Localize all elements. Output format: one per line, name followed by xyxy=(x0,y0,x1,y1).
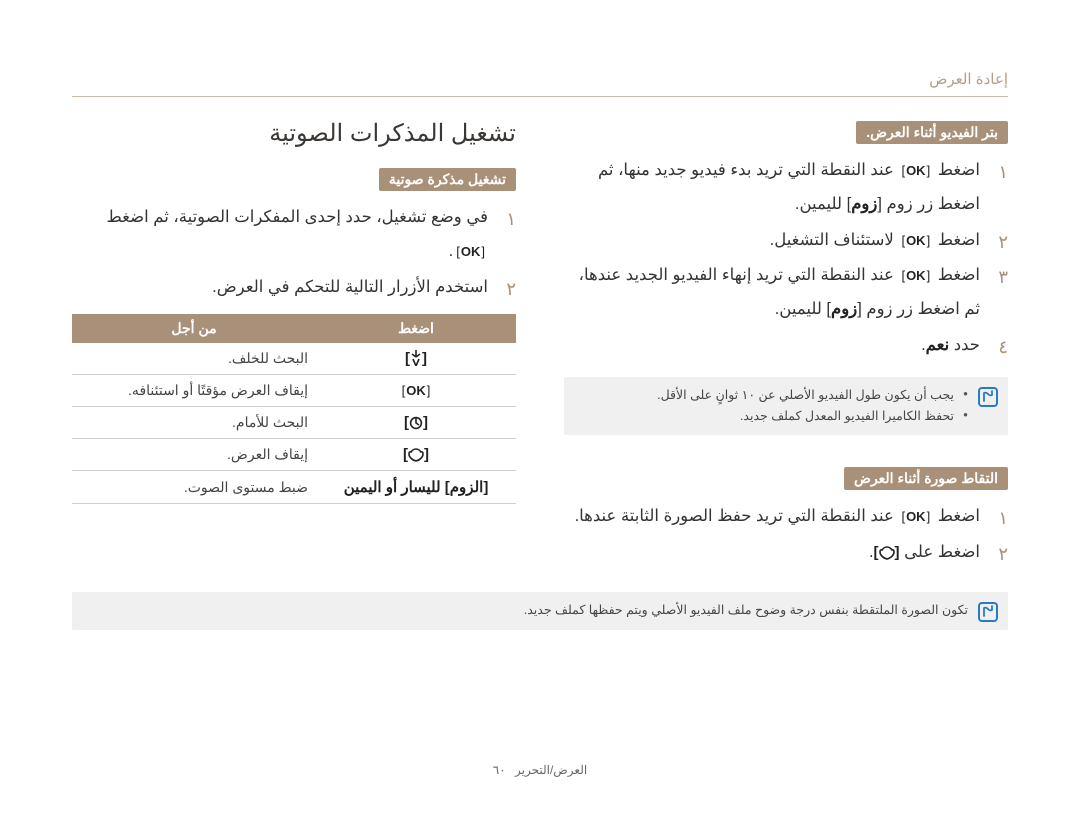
page-footer: العرض/التحرير ٦٠ xyxy=(0,763,1080,777)
step-number: ٢ xyxy=(986,536,1008,573)
table-row: []البحث للخلف. xyxy=(72,343,516,375)
control-table: اضغط من أجل []البحث للخلف.OKإيقاف العرض … xyxy=(72,314,516,504)
top-category: إعادة العرض xyxy=(72,70,1008,96)
step-number: ١ xyxy=(494,201,516,238)
step-text: اضغط OK عند النقطة التي تريد إنهاء الفيد… xyxy=(579,266,980,318)
cell-button: [] xyxy=(316,439,516,471)
step-item: ١في وضع تشغيل، حدد إحدى المفكرات الصوتية… xyxy=(72,201,516,269)
footer-page: ٦٠ xyxy=(493,763,506,777)
divider-top xyxy=(72,96,1008,97)
table-row: []إيقاف العرض. xyxy=(72,439,516,471)
steps-capture: ١ اضغط OK عند النقطة التي تريد حفظ الصورة… xyxy=(564,500,1008,570)
step-item: ١اضغط OK عند النقطة التي تريد بدء فيديو … xyxy=(564,154,1008,222)
step-item: ٢ اضغط على []. xyxy=(564,536,1008,570)
cell-button: [] xyxy=(316,407,516,439)
step-number: ١ xyxy=(986,154,1008,191)
cell-desc: البحث للأمام. xyxy=(72,407,316,439)
step-text: اضغط OK عند النقطة التي تريد حفظ الصورة … xyxy=(575,507,980,525)
note-capture-text: تكون الصورة الملتقطة بنفس درجة وضوح ملف … xyxy=(524,600,968,621)
table-row: []البحث للأمام. xyxy=(72,407,516,439)
cell-desc: ضبط مستوى الصوت. xyxy=(72,471,316,504)
step-item: ١ اضغط OK عند النقطة التي تريد حفظ الصورة… xyxy=(564,500,1008,534)
note-trim: يجب أن يكون طول الفيديو الأصلي عن ١٠ ثوا… xyxy=(564,377,1008,436)
note-item: تحفظ الكاميرا الفيديو المعدل كملف جديد. xyxy=(657,406,968,427)
heading-capture: التقاط صورة أثناء العرض xyxy=(844,467,1008,490)
step-number: ٢ xyxy=(986,224,1008,261)
cell-desc: إيقاف العرض. xyxy=(72,439,316,471)
step-number: ١ xyxy=(986,500,1008,537)
step-item: ٢ اضغط OK لاستئناف التشغيل. xyxy=(564,224,1008,258)
note-item: يجب أن يكون طول الفيديو الأصلي عن ١٠ ثوا… xyxy=(657,385,968,406)
heading-trim: بتر الفيديو أثناء العرض. xyxy=(856,121,1008,144)
step-number: ٤ xyxy=(986,329,1008,366)
cell-desc: البحث للخلف. xyxy=(72,343,316,375)
main-heading: تشغيل المذكرات الصوتية xyxy=(72,119,516,148)
note-icon xyxy=(978,602,998,622)
heading-memo: تشغيل مذكرة صوتية xyxy=(379,168,516,191)
steps-trim: ١اضغط OK عند النقطة التي تريد بدء فيديو … xyxy=(564,154,1008,363)
table-row: OKإيقاف العرض مؤقتًا أو استئنافه. xyxy=(72,375,516,407)
cell-button: [الزوم] لليسار أو اليمين xyxy=(316,471,516,504)
step-item: ٤ حدد نعم. xyxy=(564,329,1008,363)
footer-section: العرض/التحرير xyxy=(515,763,587,777)
th-purpose: من أجل xyxy=(72,314,316,343)
cell-button: OK xyxy=(316,375,516,407)
step-number: ٣ xyxy=(986,259,1008,296)
step-number: ٢ xyxy=(494,271,516,308)
table-row: [الزوم] لليسار أو اليمينضبط مستوى الصوت. xyxy=(72,471,516,504)
steps-memo: ١في وضع تشغيل، حدد إحدى المفكرات الصوتية… xyxy=(72,201,516,304)
step-text: اضغط OK عند النقطة التي تريد بدء فيديو ج… xyxy=(598,161,980,213)
step-text: استخدم الأزرار التالية للتحكم في العرض. xyxy=(212,278,488,296)
step-text: اضغط OK لاستئناف التشغيل. xyxy=(770,231,980,249)
step-text: في وضع تشغيل، حدد إحدى المفكرات الصوتية،… xyxy=(106,208,488,260)
column-right: بتر الفيديو أثناء العرض. ١اضغط OK عند ال… xyxy=(564,119,1008,630)
th-press: اضغط xyxy=(316,314,516,343)
step-text: حدد نعم. xyxy=(921,336,980,354)
step-item: ٢ استخدم الأزرار التالية للتحكم في العرض. xyxy=(72,271,516,305)
cell-button: [] xyxy=(316,343,516,375)
cell-desc: إيقاف العرض مؤقتًا أو استئنافه. xyxy=(72,375,316,407)
column-left: تشغيل المذكرات الصوتية تشغيل مذكرة صوتية… xyxy=(72,119,516,630)
step-text: اضغط على []. xyxy=(869,543,980,561)
note-icon xyxy=(978,387,998,407)
step-item: ٣اضغط OK عند النقطة التي تريد إنهاء الفي… xyxy=(564,259,1008,327)
